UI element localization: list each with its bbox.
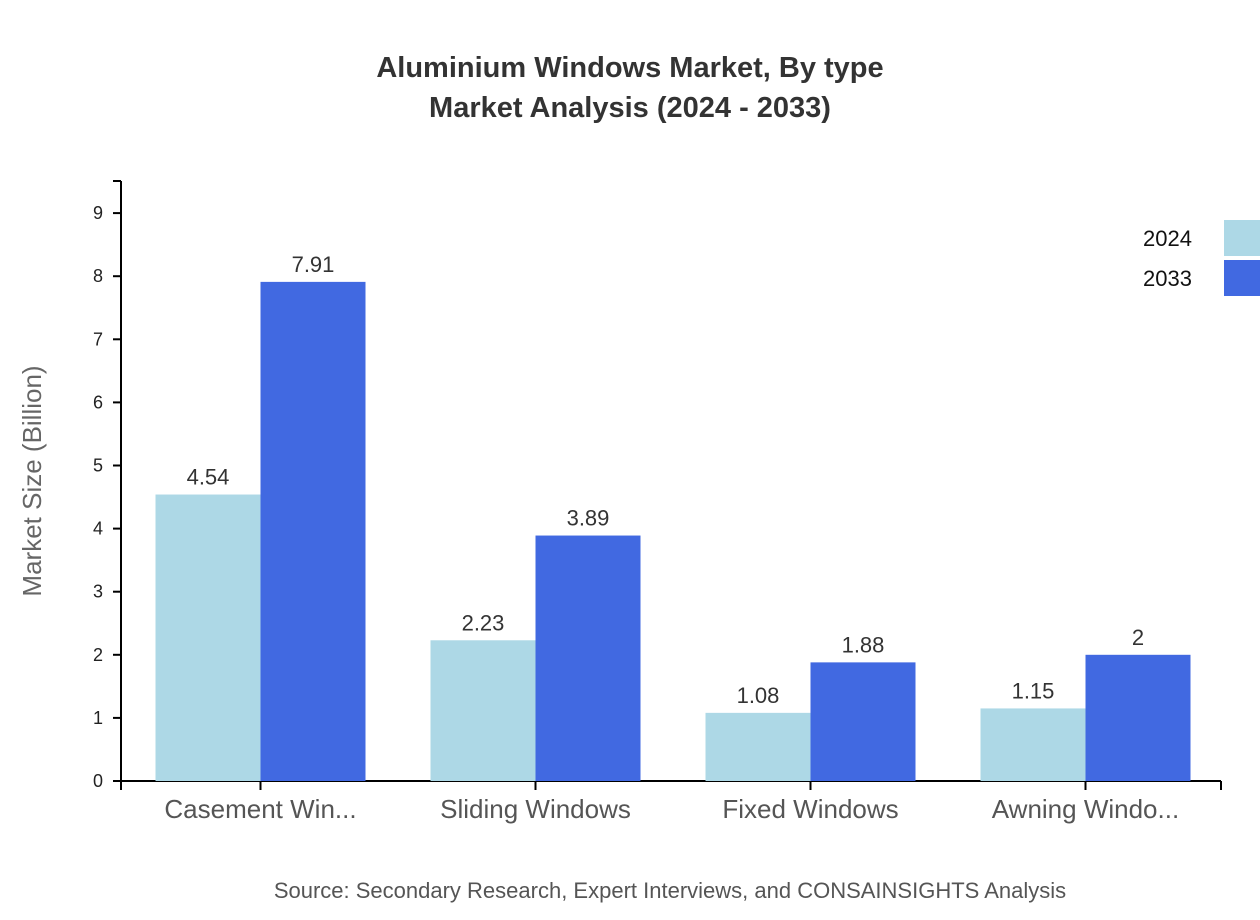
y-tick-label: 0 [93,771,103,791]
y-tick-label: 2 [93,645,103,665]
y-tick-label: 8 [93,266,103,286]
x-category-label: Fixed Windows [722,794,898,824]
y-tick-label: 1 [93,708,103,728]
bar-value-label: 1.08 [737,683,780,708]
y-tick-label: 5 [93,456,103,476]
legend-label: 2033 [1143,266,1192,291]
y-tick-label: 4 [93,519,103,539]
y-tick-label: 7 [93,329,103,349]
bar-value-label: 2.23 [462,610,505,635]
bar-2024[interactable] [705,712,811,781]
x-category-label: Casement Win... [164,794,356,824]
chart-subtitle: Market Analysis (2024 - 2033) [429,92,831,124]
legend-label: 2024 [1143,226,1192,251]
bar-value-label: 3.89 [567,506,610,531]
legend-swatch [1224,260,1260,296]
chart-title: Aluminium Windows Market, By type [376,52,884,84]
y-axis-label: Market Size (Billion) [17,365,47,596]
bar-2033[interactable] [810,662,916,781]
y-tick-label: 9 [93,203,103,223]
bar-2033[interactable] [260,281,366,781]
bar-value-label: 1.15 [1012,678,1055,703]
bar-2033[interactable] [535,535,641,781]
bar-2024[interactable] [980,708,1086,781]
bar-2024[interactable] [430,640,536,781]
source-note: Source: Secondary Research, Expert Inter… [273,878,1067,903]
bar-value-label: 7.91 [292,252,335,277]
y-tick-label: 3 [93,582,103,602]
bar-value-label: 1.88 [842,632,885,657]
y-tick-label: 6 [93,392,103,412]
bar-value-label: 4.54 [187,465,230,490]
legend-swatch [1224,220,1260,256]
x-category-label: Sliding Windows [440,794,631,824]
bar-2024[interactable] [155,494,261,781]
bar-value-label: 2 [1132,625,1144,650]
x-category-label: Awning Windo... [992,794,1179,824]
bar-2033[interactable] [1085,654,1191,781]
